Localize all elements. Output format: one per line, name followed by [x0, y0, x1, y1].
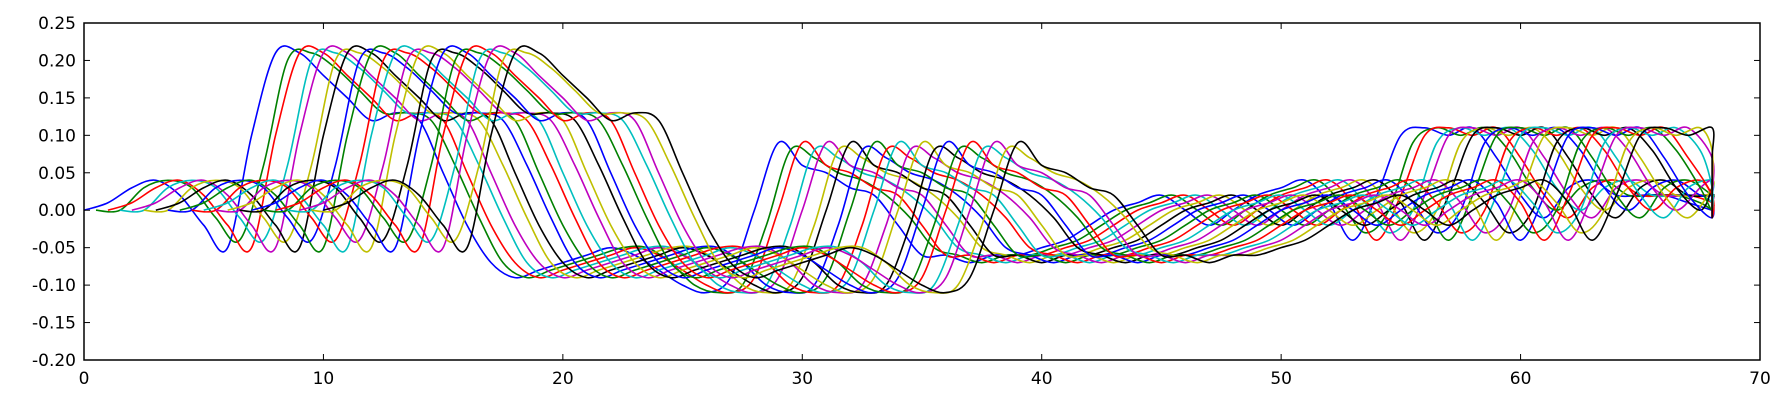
tick-layer: 0 10 20 30 40 50 60 70 -0.20 -0.15 -0.10 -0.05 0.00 0…	[32, 14, 1771, 389]
series-line	[119, 48, 1714, 294]
x-tick-label: 70	[1749, 369, 1771, 389]
series-line	[311, 48, 1714, 294]
x-tick-label: 10	[313, 369, 335, 389]
series-line	[263, 48, 1714, 294]
plot-frame	[83, 22, 1761, 361]
series-line	[239, 48, 1714, 294]
x-tick-label: 60	[1510, 369, 1532, 389]
series-line	[179, 45, 1715, 294]
series-line	[215, 48, 1714, 294]
y-tick-label: 0.20	[38, 51, 76, 71]
series-line	[191, 48, 1714, 294]
series-line	[131, 45, 1715, 294]
x-tick-label: 0	[79, 369, 90, 389]
y-tick-label: -0.05	[32, 239, 76, 259]
series-line	[275, 45, 1715, 294]
x-tick-label: 20	[552, 369, 574, 389]
y-tick-label: 0.05	[38, 164, 76, 184]
y-tick-label: -0.20	[32, 351, 76, 371]
series-line	[227, 45, 1715, 294]
series-line	[83, 45, 1713, 294]
x-tick-label: 50	[1270, 369, 1292, 389]
y-tick-label: 0.10	[38, 126, 76, 146]
series-line	[251, 45, 1715, 294]
y-tick-label: 0.25	[38, 14, 76, 34]
series-layer	[83, 45, 1715, 294]
series-line	[203, 45, 1715, 294]
series-line	[323, 45, 1715, 294]
series-line	[299, 45, 1715, 294]
series-line	[143, 48, 1714, 294]
series-line	[95, 48, 1713, 294]
y-tick-label: 0.00	[38, 201, 76, 221]
y-tick-label: -0.10	[32, 276, 76, 296]
series-line	[287, 48, 1714, 294]
x-tick-label: 40	[1031, 369, 1053, 389]
x-tick-label: 30	[791, 369, 813, 389]
series-line	[107, 45, 1715, 294]
series-line	[167, 48, 1714, 294]
series-line	[155, 45, 1715, 294]
y-tick-label: -0.15	[32, 314, 76, 334]
y-tick-label: 0.15	[38, 89, 76, 109]
